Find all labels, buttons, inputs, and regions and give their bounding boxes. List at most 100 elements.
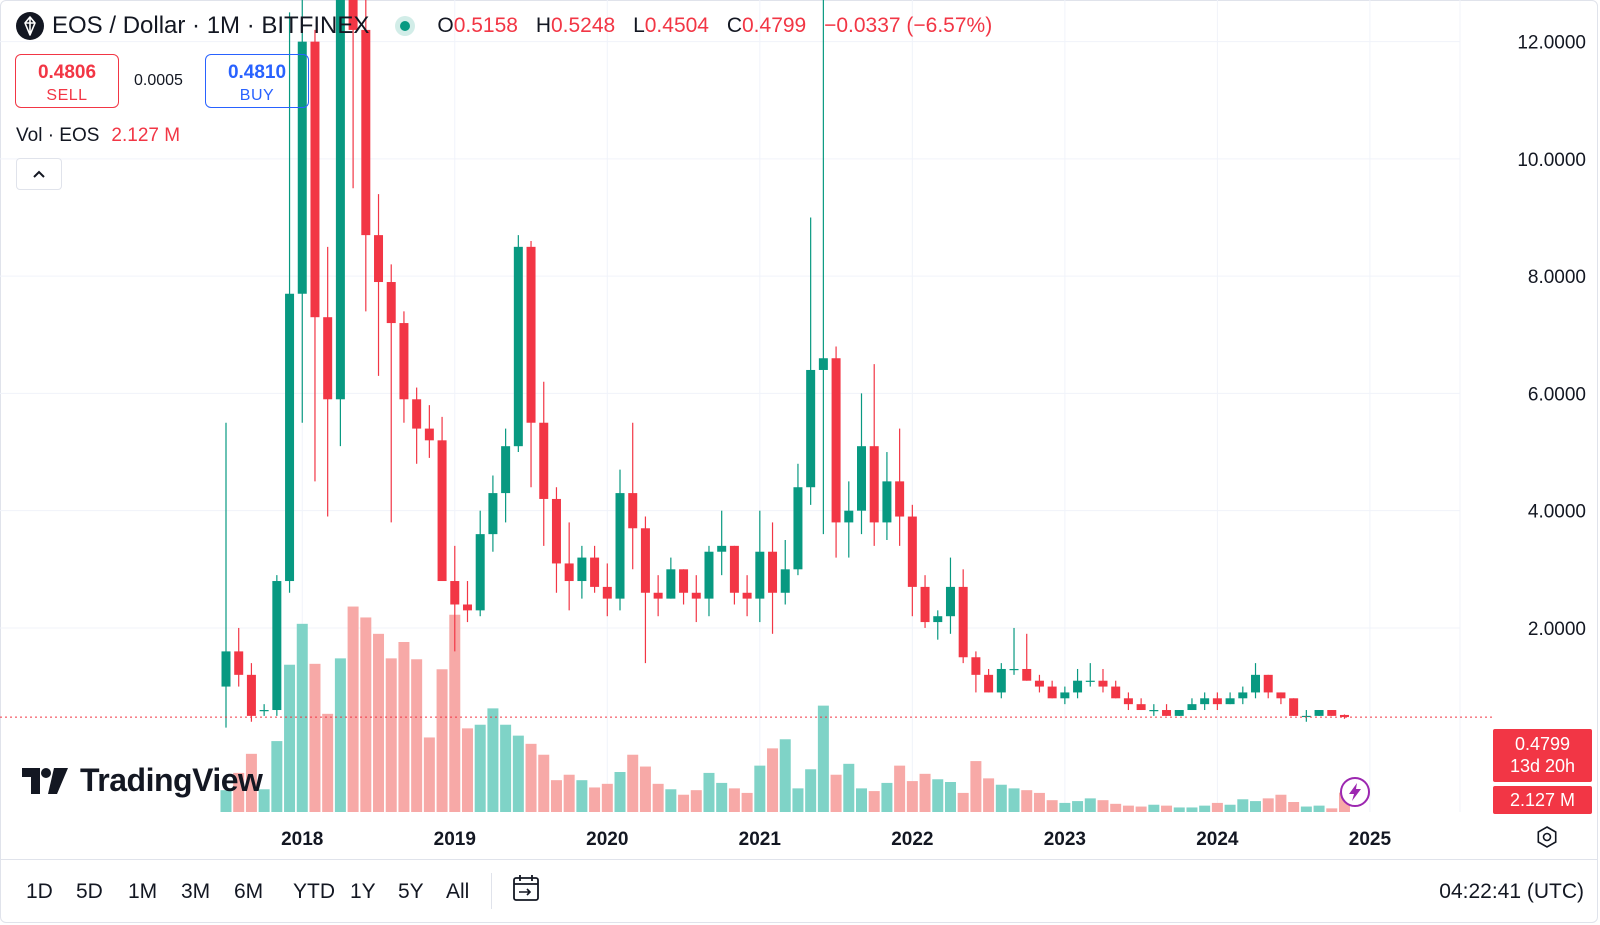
volume-bar bbox=[322, 713, 334, 812]
candle-body bbox=[717, 545, 727, 552]
range-button-5d[interactable]: 5D bbox=[76, 880, 103, 903]
spread-value: 0.0005 bbox=[134, 72, 183, 89]
volume-bar bbox=[1237, 799, 1249, 812]
change-value: −0.0337 (−6.57%) bbox=[824, 14, 993, 37]
price-tick-label: 8.0000 bbox=[1528, 267, 1586, 288]
volume-bar bbox=[881, 782, 893, 812]
range-button-1d[interactable]: 1D bbox=[26, 880, 53, 903]
volume-bars bbox=[220, 606, 1350, 812]
candle-body bbox=[374, 235, 384, 283]
candle-body bbox=[526, 246, 536, 423]
candle-body bbox=[323, 317, 333, 400]
candle-body bbox=[780, 569, 790, 593]
volume-bar bbox=[601, 783, 613, 812]
candle-body bbox=[1187, 704, 1197, 711]
volume-bar bbox=[373, 633, 385, 812]
volume-bar bbox=[983, 778, 995, 812]
price-tick-label: 10.0000 bbox=[1517, 150, 1586, 171]
time-tick-label: 2020 bbox=[586, 829, 628, 850]
candles bbox=[221, 0, 1349, 728]
volume-bar bbox=[1211, 802, 1223, 812]
volume-bar bbox=[309, 663, 321, 812]
volume-bar bbox=[728, 788, 740, 812]
sell-button[interactable]: 0.4806 SELL bbox=[15, 54, 119, 108]
volume-bar bbox=[1122, 805, 1134, 812]
volume-bar bbox=[1148, 804, 1160, 812]
volume-bar bbox=[627, 754, 639, 812]
volume-bar bbox=[741, 792, 753, 812]
candle-body bbox=[1276, 692, 1286, 699]
interval-label[interactable]: 1M bbox=[206, 12, 241, 39]
symbol-header[interactable]: EOS / Dollar · 1M · BITFINEX O0.5158 H0.… bbox=[16, 12, 1004, 40]
utc-clock[interactable]: 04:22:41 (UTC) bbox=[1439, 880, 1584, 903]
volume-legend[interactable]: Vol · EOS 2.127 M bbox=[16, 125, 180, 147]
volume-bar bbox=[334, 658, 346, 812]
candle-body bbox=[1149, 710, 1159, 712]
range-button-6m[interactable]: 6M bbox=[234, 880, 264, 903]
volume-bar bbox=[944, 782, 956, 812]
market-status-icon[interactable] bbox=[395, 16, 416, 36]
buy-label: BUY bbox=[239, 87, 275, 104]
volume-bar bbox=[678, 794, 690, 812]
volume-bar bbox=[398, 642, 410, 812]
buy-button[interactable]: 0.4810 BUY bbox=[205, 54, 309, 108]
range-button-ytd[interactable]: YTD bbox=[293, 880, 335, 903]
candle-body bbox=[869, 446, 879, 523]
time-axis[interactable]: 2018 2019 2020 2021 2022 2023 2024 2025 bbox=[281, 829, 1391, 850]
range-button-3m[interactable]: 3M bbox=[181, 880, 211, 903]
candle-body bbox=[1162, 710, 1172, 716]
price-tick-label: 12.0000 bbox=[1517, 33, 1586, 54]
calendar-icon[interactable] bbox=[511, 874, 543, 909]
time-tick-label: 2025 bbox=[1349, 829, 1392, 850]
volume-bar bbox=[258, 789, 270, 812]
open-value: 0.5158 bbox=[453, 14, 518, 37]
candle-body bbox=[1289, 698, 1299, 716]
bolt-icon[interactable] bbox=[1339, 776, 1371, 808]
volume-bar bbox=[1046, 800, 1058, 812]
range-button-all[interactable]: All bbox=[446, 880, 470, 903]
volume-bar bbox=[1072, 801, 1084, 812]
volume-bar bbox=[1250, 801, 1262, 812]
candle-body bbox=[1200, 698, 1210, 705]
candle-body bbox=[462, 604, 472, 611]
volume-bar bbox=[271, 741, 283, 812]
volume-bar bbox=[970, 761, 982, 812]
buy-price: 0.4810 bbox=[227, 62, 287, 83]
candle-body bbox=[895, 481, 905, 517]
candle-body bbox=[1225, 698, 1235, 705]
candle-body bbox=[272, 581, 282, 711]
candle-body bbox=[221, 651, 231, 687]
candle-body bbox=[653, 592, 663, 599]
volume-bar bbox=[830, 774, 842, 812]
high-value: 0.5248 bbox=[550, 14, 616, 37]
volume-bar bbox=[843, 763, 855, 812]
collapse-legend-button[interactable] bbox=[16, 158, 62, 190]
candle-body bbox=[1263, 674, 1273, 693]
volume-bar bbox=[411, 659, 423, 812]
candle-body bbox=[958, 586, 968, 658]
symbol-name[interactable]: EOS / Dollar bbox=[52, 12, 186, 39]
volume-bar bbox=[347, 606, 359, 812]
volume-bar bbox=[1008, 788, 1020, 812]
toolbar-separator bbox=[491, 873, 492, 909]
time-tick-label: 2024 bbox=[1196, 829, 1239, 850]
volume-bar bbox=[792, 788, 804, 812]
candle-body bbox=[640, 528, 650, 593]
volume-bar bbox=[538, 754, 550, 812]
bottom-toolbar-divider bbox=[0, 859, 1598, 860]
candle-body bbox=[361, 29, 371, 236]
gear-icon[interactable] bbox=[1535, 825, 1559, 854]
price-axis[interactable]: 24.000022.000020.000018.000016.000014.00… bbox=[1517, 0, 1586, 640]
candle-body bbox=[996, 668, 1006, 693]
candle-body bbox=[1073, 680, 1083, 693]
range-button-1m[interactable]: 1M bbox=[128, 880, 158, 903]
range-button-5y[interactable]: 5Y bbox=[398, 880, 424, 903]
time-tick-label: 2021 bbox=[739, 829, 782, 850]
grid-lines bbox=[0, 0, 1461, 812]
volume-bar bbox=[245, 753, 257, 812]
range-button-1y[interactable]: 1Y bbox=[350, 880, 376, 903]
candle-body bbox=[475, 534, 485, 611]
volume-bar bbox=[1313, 805, 1325, 812]
volume-bar bbox=[957, 792, 969, 812]
